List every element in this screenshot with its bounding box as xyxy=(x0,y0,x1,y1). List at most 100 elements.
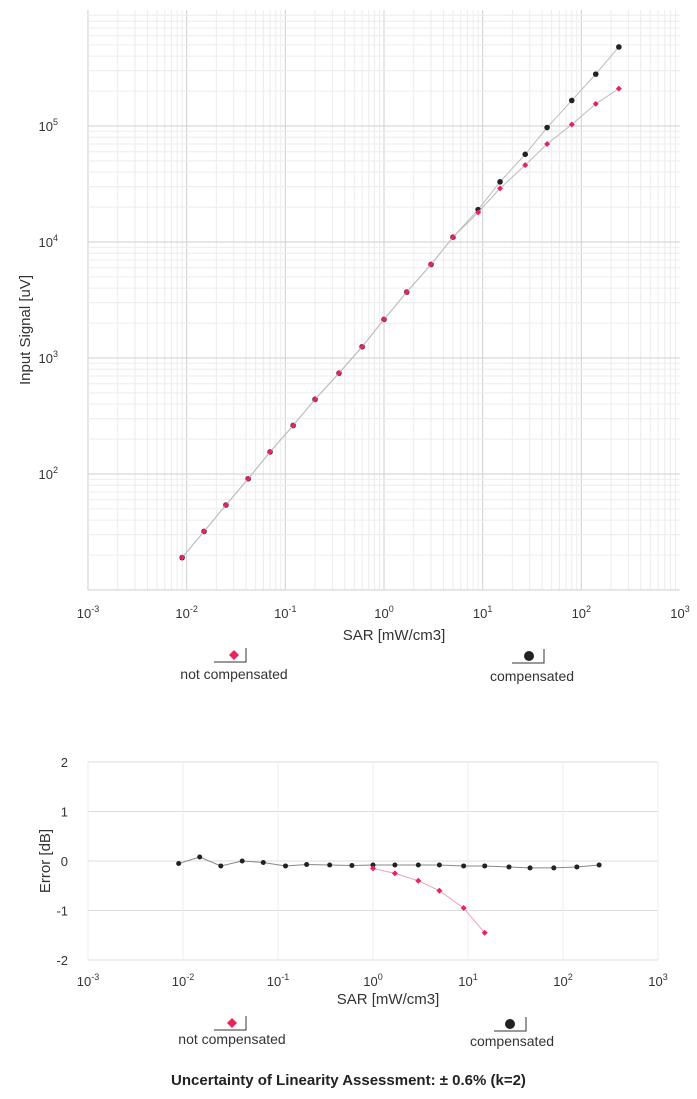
data-point xyxy=(222,502,229,509)
data-point xyxy=(497,179,503,185)
data-point xyxy=(436,887,443,894)
legend-label-not-compensated: not compensated xyxy=(178,1031,285,1047)
data-point xyxy=(283,863,289,869)
data-point xyxy=(304,861,310,867)
data-point xyxy=(592,71,599,77)
x-axis-title: SAR [mW/cm3] xyxy=(337,991,440,1008)
y-axis-title: Input Signal [uV] xyxy=(17,275,34,385)
legend: not compensated compensated xyxy=(180,648,574,684)
data-point xyxy=(482,863,488,869)
data-point xyxy=(522,151,529,158)
data-point xyxy=(197,854,203,860)
x-tick-label: 102 xyxy=(572,604,591,621)
y-tick-label: 103 xyxy=(39,349,58,366)
data-point xyxy=(391,870,398,877)
legend-label-compensated: compensated xyxy=(470,1033,554,1049)
data-point xyxy=(349,862,355,868)
data-point xyxy=(176,860,182,866)
data-point xyxy=(615,85,622,92)
y-tick-label: 1 xyxy=(61,805,68,820)
data-point xyxy=(616,44,622,50)
y-tick-label: 105 xyxy=(39,117,58,134)
x-axis-title: SAR [mW/cm3] xyxy=(343,627,446,644)
x-tick-label: 10-1 xyxy=(267,972,289,989)
chart-input-signal: 10-3 10-2 10-1 100 101 102 103 102 103 104 105 SAR … xyxy=(17,10,690,684)
data-point xyxy=(460,905,467,912)
grid xyxy=(87,761,659,961)
data-point xyxy=(201,528,208,535)
series-line xyxy=(372,867,486,934)
legend-marker-compensated xyxy=(505,1019,515,1029)
legend-marker-not-compensated xyxy=(229,650,239,660)
legend-label-not-compensated: not compensated xyxy=(180,666,287,682)
data-point xyxy=(551,865,557,871)
data-point xyxy=(403,289,410,296)
data-point xyxy=(461,863,467,869)
y-tick-label: -2 xyxy=(56,953,68,968)
data-point xyxy=(359,343,366,350)
data-point xyxy=(415,877,422,884)
series-line xyxy=(181,88,620,558)
data-point xyxy=(415,862,421,868)
data-point xyxy=(574,864,580,870)
data-point xyxy=(428,261,435,268)
series-not-compensated xyxy=(370,865,488,936)
data-point xyxy=(239,858,245,864)
y-tick-label: 102 xyxy=(39,465,58,482)
legend: not compensated compensated xyxy=(178,1016,554,1049)
data-point xyxy=(568,121,575,128)
x-tick-label: 10-3 xyxy=(77,972,99,989)
data-point xyxy=(290,422,297,429)
data-point xyxy=(336,370,343,377)
data-point xyxy=(527,865,533,871)
data-point xyxy=(592,100,599,107)
legend-marker-compensated xyxy=(524,651,534,661)
data-point xyxy=(312,396,319,403)
y-tick-label: 0 xyxy=(61,854,68,869)
legend-bracket xyxy=(512,649,545,664)
data-point xyxy=(436,862,442,868)
series-compensated xyxy=(176,854,602,871)
data-point xyxy=(449,234,456,241)
data-point xyxy=(392,862,398,868)
x-tick-label: 101 xyxy=(473,604,492,621)
legend-bracket xyxy=(494,1017,527,1032)
legend-bracket xyxy=(214,648,247,663)
legend-bracket xyxy=(214,1016,247,1031)
data-point xyxy=(596,862,602,868)
data-point xyxy=(544,140,551,147)
legend-label-compensated: compensated xyxy=(490,668,574,684)
data-point xyxy=(506,864,512,870)
data-point xyxy=(475,209,482,216)
series-not-compensated xyxy=(179,85,622,561)
data-point xyxy=(522,162,529,169)
data-point xyxy=(267,448,274,455)
footer-uncertainty: Uncertainty of Linearity Assessment: ± 0… xyxy=(171,1072,526,1089)
data-point xyxy=(245,475,252,482)
x-tick-label: 103 xyxy=(670,604,689,621)
x-tick-label: 100 xyxy=(374,604,393,621)
x-tick-label: 101 xyxy=(458,972,477,989)
y-tick-label: -1 xyxy=(56,904,68,919)
data-point xyxy=(218,863,224,869)
data-point xyxy=(544,124,550,131)
data-point xyxy=(381,316,387,323)
data-point xyxy=(370,862,376,868)
chart-error: -2 -1 0 1 2 10-3 10-2 10-1 100 101 102 103 SAR [mW/c… xyxy=(37,755,668,1049)
grid xyxy=(87,10,680,591)
data-point xyxy=(568,97,575,104)
y-tick-label: 104 xyxy=(39,233,58,250)
data-point xyxy=(370,865,376,872)
x-tick-label: 100 xyxy=(363,972,382,989)
x-tick-label: 103 xyxy=(648,972,667,989)
data-point xyxy=(497,185,504,192)
series-line xyxy=(178,856,600,869)
legend-marker-not-compensated xyxy=(227,1018,237,1028)
x-tick-label: 10-2 xyxy=(172,972,194,989)
x-tick-label: 10-1 xyxy=(274,604,296,621)
y-axis-title: Error [dB] xyxy=(37,829,54,893)
y-tick-label: 2 xyxy=(61,755,68,770)
x-tick-label: 10-3 xyxy=(77,604,99,621)
data-point xyxy=(260,859,266,865)
